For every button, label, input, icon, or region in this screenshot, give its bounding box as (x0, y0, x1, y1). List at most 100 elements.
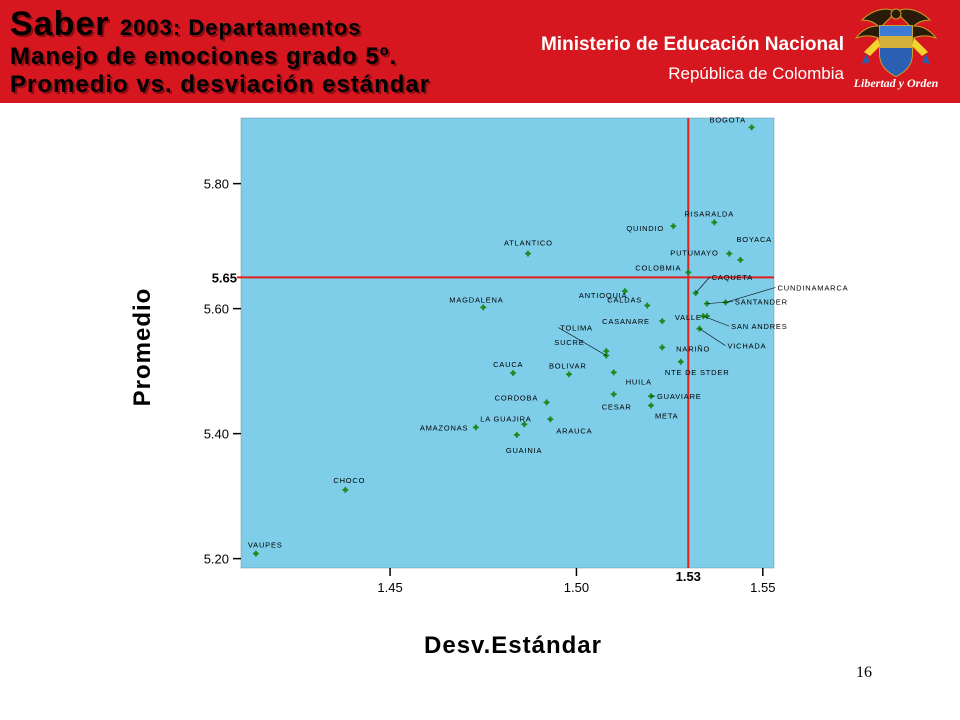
header-banner: Saber 2003: Departamentos Manejo de emoc… (0, 0, 960, 103)
data-point (610, 391, 617, 398)
seal-motto: Libertad y Orden (853, 76, 939, 90)
data-point (711, 219, 718, 226)
point-label: NTE DE STDER (665, 368, 730, 377)
point-mark-ring (566, 372, 572, 377)
point-label: QUINDIO (626, 224, 664, 233)
point-label: BOYACA (736, 235, 772, 244)
point-label: COLOBMIA (635, 263, 681, 272)
x-axis-label: Desv.Estándar (424, 632, 602, 659)
data-point (480, 304, 487, 311)
point-mark-ring (481, 305, 486, 310)
point-label: ANTIOQUIA (579, 291, 627, 300)
data-point (603, 348, 610, 355)
point-label: META (655, 412, 678, 421)
point-label: GUAINIA (506, 446, 542, 455)
data-point (644, 302, 651, 309)
data-point (513, 431, 520, 438)
point-mark-ring (660, 345, 665, 350)
data-point (547, 416, 554, 423)
x-tick-label: 1.50 (564, 580, 589, 595)
point-mark-ring (749, 125, 754, 130)
point-label: VALLE (675, 313, 702, 322)
point-mark-ring (671, 224, 676, 229)
point-mark-ring (645, 303, 650, 308)
data-point (670, 223, 677, 230)
data-point (543, 399, 550, 406)
page-number: 16 (856, 664, 872, 681)
data-point (685, 269, 692, 276)
point-mark-ring (697, 326, 702, 331)
slide-title-line-3: Promedio vs. desviación estándar (10, 71, 431, 98)
title-rest: 2003: Departamentos (119, 15, 362, 40)
point-label: HUILA (626, 377, 652, 386)
leader-line (699, 328, 726, 346)
point-label: VAUPES (248, 541, 283, 550)
point-label: ATLANTICO (504, 239, 553, 248)
data-point (659, 318, 666, 325)
data-point (737, 256, 744, 263)
reference-y-label: 5.65 (212, 270, 237, 285)
leader-line (695, 276, 710, 294)
point-label: PUTUMAYO (670, 249, 718, 258)
x-tick-label: 1.45 (377, 580, 402, 595)
point-mark-ring (686, 270, 691, 275)
plot-area (240, 117, 775, 569)
point-mark-ring (622, 289, 628, 294)
data-point (472, 424, 479, 431)
point-label: CORDOBA (495, 393, 539, 402)
leader-line (706, 301, 733, 304)
y-tick-label: 5.20 (204, 552, 229, 567)
data-point (621, 288, 628, 295)
data-point (566, 371, 572, 378)
point-mark-ring (514, 432, 519, 437)
point-mark-ring (548, 417, 553, 422)
point-label: BOLIVAR (549, 361, 587, 370)
slide-title-line-2: Manejo de emociones grado 5º. (10, 43, 398, 70)
point-label: CUNDINAMARCA (778, 283, 849, 292)
x-tick-label: 1.55 (750, 580, 775, 595)
point-mark-ring (648, 403, 654, 408)
data-point (648, 402, 654, 409)
point-label: BOGOTA (710, 115, 746, 124)
point-mark-ring (522, 422, 527, 427)
point-mark-ring (678, 359, 683, 364)
y-axis-label: Promedio (129, 288, 156, 407)
data-point (748, 124, 755, 131)
data-point (510, 370, 517, 376)
point-mark-ring (712, 220, 717, 225)
y-tick-label: 5.60 (204, 302, 229, 317)
point-label: CAQUETA (712, 273, 753, 282)
data-point (659, 344, 666, 351)
point-mark-ring (604, 349, 609, 354)
point-mark-ring (544, 400, 549, 405)
point-mark-ring (473, 425, 478, 430)
point-label: CASANARE (602, 317, 650, 326)
axes-layer: 5.20 5.40 5.60 5.80 1.45 1.50 1.55 (204, 177, 776, 595)
leader-line (558, 327, 607, 356)
point-label: RISARALDA (684, 209, 734, 218)
point-label: ARAUCA (556, 426, 592, 435)
data-point (521, 421, 528, 428)
point-label: SAN ANDRES (731, 322, 787, 331)
point-mark-ring (510, 370, 516, 376)
point-mark-ring (693, 290, 698, 296)
point-mark-ring (701, 314, 706, 319)
point-label: TOLIMA (560, 324, 593, 333)
reference-x-label: 1.53 (676, 569, 701, 584)
point-label: CAUCA (493, 360, 523, 369)
point-label: CALDAS (607, 296, 642, 305)
point-label: LA GUAJIRA (480, 414, 531, 423)
data-point (726, 250, 733, 257)
point-mark-ring (343, 487, 348, 492)
data-point (525, 250, 531, 257)
point-mark-ring (660, 319, 665, 324)
data-point (252, 550, 259, 557)
point-labels-layer: BOGOTA RISARALDA QUINDIO BOYACA PUTUMAYO ATLA… (248, 115, 848, 549)
y-tick-label: 5.80 (204, 177, 229, 192)
reference-lines: 1.53 5.65 (212, 118, 774, 584)
point-label: NARIÑO (676, 344, 710, 353)
data-point (610, 369, 617, 376)
point-label: MAGDALENA (449, 295, 503, 304)
leader-line (703, 315, 730, 327)
